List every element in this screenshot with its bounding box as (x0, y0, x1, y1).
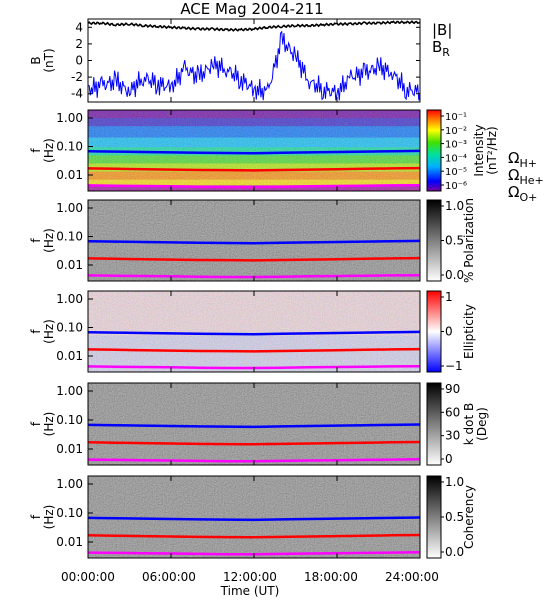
colorbar-tick-label: 10⁻³ (445, 140, 467, 151)
y-tick-label: 2 (75, 37, 83, 51)
y-tick-label: -4 (71, 87, 83, 101)
panel-1: 4 2 0 -2 -4 |B|BR B(nT) (29, 18, 452, 103)
chart-title: ACE Mag 2004-211 (180, 0, 323, 18)
y-tick-label: 0.10 (56, 140, 83, 154)
colorbar-tick-label: 0.0 (445, 268, 464, 282)
colorbar-tick-label: 0.0 (445, 545, 464, 559)
colorbar-label: Intensity(nT²/Hz) (472, 124, 499, 176)
series-line (87, 20, 421, 32)
y-axis-label: f(Hz) (29, 319, 56, 344)
y-tick-label: 0.10 (56, 413, 83, 427)
colorbar-label: Ellipticity (462, 304, 476, 359)
colorbar: 90 60 30 0 k dot B(Deg) (426, 382, 489, 466)
x-tick-label: 18:00:00 (304, 570, 358, 584)
colorbar-gradient (426, 290, 442, 373)
gyrofrequency-line-h-plus (87, 239, 421, 245)
x-axis: 00:00:00 06:00:00 12:00:00 18:00:00 24:0… (61, 570, 439, 598)
colorbar-tick-label: 10⁻¹ (445, 112, 467, 123)
y-tick-label: 0 (75, 54, 83, 68)
y-tick-label: 0.10 (56, 506, 83, 520)
x-tick-label: 00:00:00 (61, 570, 115, 584)
y-tick-label: 0.01 (56, 258, 83, 272)
y-axis-label: f(Hz) (29, 412, 56, 437)
series-line (87, 30, 421, 101)
colorbar-tick-label: 90 (445, 382, 460, 396)
colorbar-tick-label: 0 (445, 452, 453, 466)
panel-3: 1.00 0.10 0.01 1.0 0.5 0.0% Polarization f(Hz) (29, 198, 476, 283)
y-tick-label: 0.10 (56, 321, 83, 335)
colorbar-tick-label: 1 (445, 290, 453, 304)
colorbar-tick-label: 0.5 (445, 234, 464, 248)
gyrofrequency-line-he-plus (87, 347, 421, 353)
colorbar-label: Coherency (462, 485, 476, 549)
gyrofrequency-line-he-plus (87, 440, 421, 446)
y-tick-label: 1.00 (56, 292, 83, 306)
colorbar-tick-label: 1.0 (445, 475, 464, 489)
colorbar-label: k dot B(Deg) (462, 403, 489, 445)
gyrofrequency-line-he-plus (87, 256, 421, 262)
y-tick-label: 1.00 (56, 477, 83, 491)
colorbar-tick-label: 10⁻⁶ (445, 181, 467, 192)
y-tick-label: 0.01 (56, 442, 83, 456)
gyrofrequency-line-h-plus (87, 516, 421, 522)
colorbar-tick-label: 60 (445, 405, 460, 419)
legend-entry: BR (432, 38, 450, 59)
y-axis-label: f(Hz) (29, 138, 56, 163)
colorbar-tick-label: 30 (445, 429, 460, 443)
colorbar-label: % Polarization (462, 198, 476, 283)
colorbar-gradient (426, 109, 442, 192)
colorbar-tick-label: 10⁻⁵ (445, 167, 467, 178)
y-tick-label: -2 (71, 70, 83, 84)
y-tick-label: 1.00 (56, 384, 83, 398)
colorbar-tick-label: 10⁻² (445, 126, 467, 137)
x-tick-label: 06:00:00 (142, 570, 196, 584)
gyrofrequency-line-h-plus (87, 149, 421, 155)
heatmap (88, 291, 420, 372)
colorbar-gradient (426, 475, 442, 559)
panel-2: 1.00 0.10 0.01 10⁻¹ 10⁻² 10⁻³ 10⁻⁴ 10⁻⁵ 10⁻⁶ Inte… (29, 109, 544, 204)
y-tick-label: 1.00 (56, 201, 83, 215)
gyrofrequency-line-he-plus (87, 166, 421, 172)
gyrofrequency-line-he-plus (87, 533, 421, 539)
gyrofrequency-line-h-plus (87, 423, 421, 429)
legend-entry: ΩHe+ (508, 166, 544, 187)
colorbar: 1.0 0.5 0.0% Polarization (426, 198, 476, 283)
colorbar-tick-label: 1.0 (445, 199, 464, 213)
colorbar-tick-label: 0.5 (445, 510, 464, 524)
y-tick-label: 0.10 (56, 230, 83, 244)
y-axis-label: f(Hz) (29, 228, 56, 253)
panel-5: 1.00 0.10 0.01 90 60 30 0 k dot B(Deg) f(Hz) (29, 382, 489, 466)
legend-entry: ΩH+ (508, 149, 537, 170)
y-tick-label: 0.01 (56, 168, 83, 182)
colorbar-gradient (426, 199, 442, 282)
gyrofrequency-line-h-plus (87, 330, 421, 336)
y-axis-label: f(Hz) (29, 505, 56, 530)
x-tick-label: 24:00:00 (385, 570, 439, 584)
colorbar-tick-label: 10⁻⁴ (445, 153, 467, 164)
x-axis-label: Time (UT) (220, 584, 280, 598)
y-tick-label: 0.01 (56, 535, 83, 549)
colorbar-tick-label: 0 (445, 325, 453, 339)
y-tick-label: 1.00 (56, 111, 83, 125)
y-axis-label: B(nT) (29, 48, 56, 72)
legend-entry: |B| (432, 21, 452, 39)
y-tick-label: 4 (75, 20, 83, 34)
colorbar-tick-label: −1 (445, 359, 463, 373)
y-tick-label: 0.01 (56, 349, 83, 363)
colorbar: 10⁻¹ 10⁻² 10⁻³ 10⁻⁴ 10⁻⁵ 10⁻⁶ Intensity(nT²/Hz… (426, 109, 499, 192)
colorbar-gradient (426, 382, 442, 466)
x-tick-label: 12:00:00 (223, 570, 277, 584)
legend-entry: ΩO+ (508, 183, 537, 204)
